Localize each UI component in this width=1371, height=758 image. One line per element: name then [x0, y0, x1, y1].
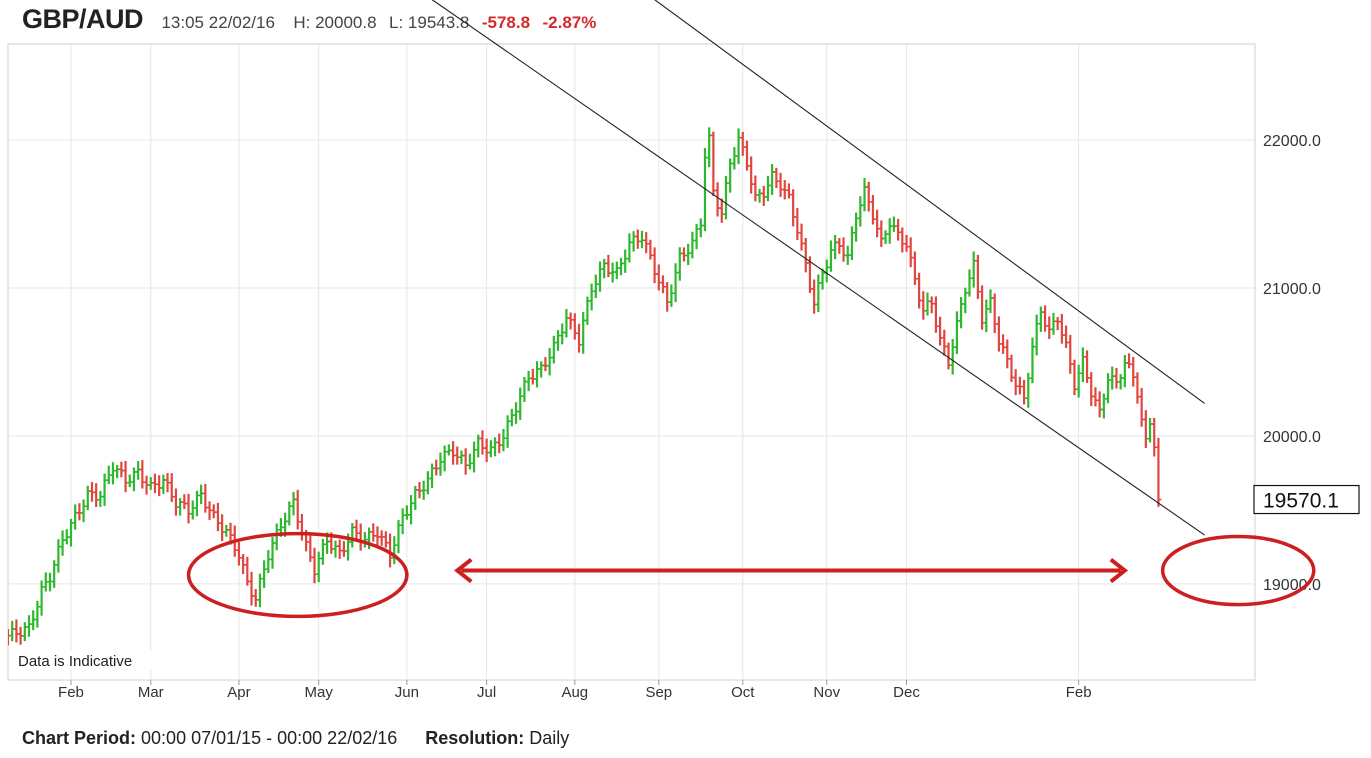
- x-tick-label: Oct: [731, 684, 755, 701]
- symbol-title: GBP/AUD: [22, 4, 144, 34]
- chart-period-value: 00:00 07/01/15 - 00:00 22/02/16: [141, 728, 398, 748]
- chart-header: GBP/AUD 13:05 22/02/16 H: 20000.8 L: 195…: [22, 4, 596, 40]
- support-ellipse-left: [186, 531, 409, 619]
- x-tick-label: Sep: [645, 684, 672, 701]
- x-tick-label: Apr: [227, 684, 250, 701]
- high-value: H: 20000.8: [293, 13, 377, 32]
- x-tick-label: Dec: [893, 684, 920, 701]
- data-indicative-note: Data is Indicative: [18, 653, 132, 670]
- x-tick-label: Nov: [813, 684, 840, 701]
- x-tick-label: Feb: [58, 684, 84, 701]
- arrow-head-left: [454, 557, 473, 584]
- y-tick-label: 21000.0: [1263, 281, 1321, 298]
- timestamp: 13:05 22/02/16: [161, 13, 275, 32]
- y-tick-label: 19000.0: [1263, 577, 1321, 594]
- change-value: -578.8: [481, 13, 531, 32]
- last-price-box: [1253, 484, 1360, 515]
- arrow-head-right: [1109, 557, 1129, 584]
- trendline-upper: [654, 0, 1205, 404]
- note-bg: [14, 650, 164, 670]
- y-tick-label: 22000.0: [1263, 133, 1321, 150]
- resolution-value: Daily: [529, 728, 570, 748]
- x-tick-label: Jun: [395, 684, 419, 701]
- change-percent: -2.87%: [542, 13, 597, 32]
- plot-frame: [7, 43, 1256, 681]
- x-tick-label: Feb: [1066, 684, 1092, 701]
- trendline-lower: [431, 0, 1205, 536]
- x-tick-label: May: [305, 684, 334, 701]
- x-tick-label: Mar: [138, 684, 164, 701]
- chart-period-label: Chart Period:: [22, 728, 137, 748]
- x-tick-label: Aug: [561, 684, 588, 701]
- y-tick-label: 20000.0: [1263, 429, 1321, 446]
- last-price-label: 19570.1: [1263, 490, 1339, 513]
- x-tick-label: Jul: [477, 684, 496, 701]
- resolution-label: Resolution:: [425, 728, 525, 748]
- target-ellipse-right: [1160, 534, 1316, 607]
- low-value: L: 19543.8: [389, 13, 470, 32]
- chart-footer: Chart Period: 00:00 07/01/15 - 00:00 22/…: [22, 728, 569, 749]
